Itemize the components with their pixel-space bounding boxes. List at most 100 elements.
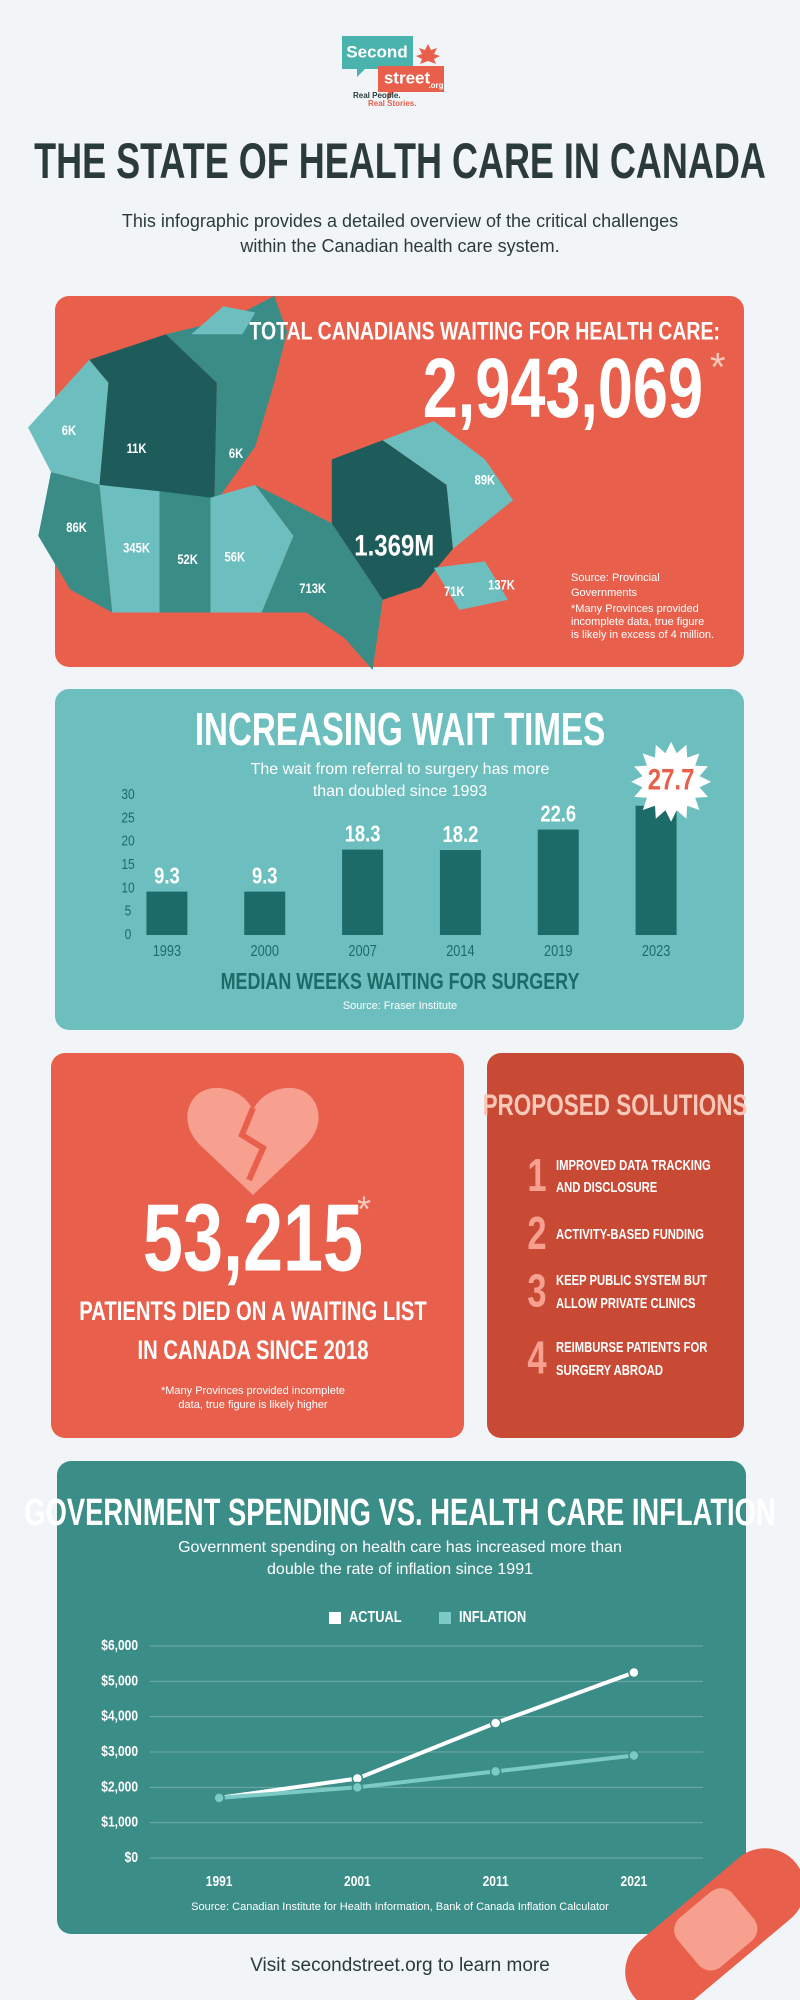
source-note: Governments [571, 587, 638, 599]
solution-text: ALLOW PRIVATE CLINICS [556, 1294, 696, 1311]
y-tick-label: 5 [125, 902, 132, 919]
bar [635, 805, 677, 935]
solution-text: SURGERY ABROAD [556, 1361, 663, 1378]
chart-subtitle: The wait from referral to surgery has mo… [251, 761, 550, 778]
solutions-heading: PROPOSED SOLUTIONS [483, 1088, 748, 1122]
deaths-count: 53,215 [143, 1183, 363, 1290]
x-tick-label: 1993 [153, 943, 181, 961]
map-region [38, 472, 113, 613]
logo-bubble [378, 66, 444, 99]
map-region [255, 484, 383, 670]
map-region [99, 484, 160, 613]
bandage-pad [674, 1888, 758, 1971]
bar [439, 850, 481, 935]
y-tick-label: $2,000 [101, 1778, 138, 1795]
map-region [28, 359, 109, 485]
map-region [159, 491, 211, 613]
map-label: 137K [488, 577, 515, 592]
map-region [433, 561, 508, 610]
chart-source: Source: Canadian Institute for Health In… [191, 1901, 609, 1913]
x-tick-label: 1991 [206, 1873, 233, 1890]
deaths-note: data, true figure is likely higher [178, 1399, 328, 1411]
solution-number: 4 [527, 1332, 547, 1384]
chart-subtitle: than doubled since 1993 [313, 783, 487, 800]
map-label: 345K [123, 540, 150, 555]
y-tick-label: $0 [125, 1849, 138, 1866]
x-tick-label: 2000 [251, 943, 279, 961]
value-label: 9.3 [252, 864, 278, 889]
wait-times-panel [55, 689, 744, 1030]
solution-text: KEEP PUBLIC SYSTEM BUT [556, 1271, 707, 1288]
chart-source: Source: Fraser Institute [343, 1000, 457, 1012]
x-tick-label: 2014 [446, 943, 474, 961]
waiting-heading: TOTAL CANADIANS WAITING FOR HEALTH CARE: [249, 317, 720, 345]
x-tick-label: 2007 [348, 943, 376, 961]
y-tick-label: 15 [121, 856, 134, 873]
bar [146, 891, 188, 935]
solution-text: REIMBURSE PATIENTS FOR [556, 1338, 708, 1355]
x-tick-label: 2023 [642, 943, 670, 961]
source-note: incomplete data, true figure [571, 616, 704, 628]
data-point [213, 1792, 225, 1804]
map-label: 713K [299, 581, 326, 596]
bar [537, 829, 579, 935]
value-label: 9.3 [154, 864, 180, 889]
map-label: 6K [229, 446, 244, 461]
map-region [191, 306, 256, 335]
solution-text: AND DISCLOSURE [556, 1178, 657, 1195]
page-subtitle: within the Canadian health care system. [239, 236, 559, 256]
logo-text: Second [346, 42, 407, 61]
map-region [331, 440, 453, 600]
data-point [628, 1666, 640, 1679]
map-label: 89K [475, 473, 496, 488]
y-tick-label: 20 [121, 832, 135, 849]
x-tick-label: 2019 [544, 943, 572, 961]
deaths-note: *Many Provinces provided incomplete [161, 1385, 345, 1397]
data-point [351, 1781, 364, 1794]
solutions-panel [487, 1053, 744, 1438]
legend-label: INFLATION [459, 1609, 526, 1627]
value-label: 27.7 [648, 762, 695, 796]
footnote-mark: * [357, 1189, 371, 1230]
x-tick-label: 2011 [483, 1873, 509, 1890]
waiting-total: 2,943,069 [423, 341, 703, 435]
page-subtitle: This infographic provides a detailed ove… [122, 211, 678, 231]
map-region [210, 484, 294, 613]
x-tick-label: 2001 [344, 1873, 371, 1890]
source-note: *Many Provinces provided [571, 603, 699, 615]
deaths-caption: PATIENTS DIED ON A WAITING LIST [79, 1296, 427, 1327]
y-tick-label: $4,000 [101, 1707, 138, 1724]
solution-number: 2 [527, 1207, 546, 1259]
deaths-caption: IN CANADA SINCE 2018 [137, 1335, 368, 1366]
map-label: 6K [62, 423, 77, 438]
bandage-icon [625, 1848, 800, 2000]
logo-tagline: Real Stories. [368, 99, 416, 108]
map-region [89, 334, 217, 504]
map-label: 52K [177, 552, 198, 567]
map-region [382, 421, 513, 549]
spending-panel [57, 1461, 746, 1934]
value-label: 18.3 [345, 822, 381, 847]
solution-number: 3 [527, 1265, 546, 1317]
y-tick-label: $3,000 [101, 1743, 138, 1760]
page-title: THE STATE OF HEALTH CARE IN CANADA [34, 135, 766, 190]
y-tick-label: $5,000 [101, 1672, 138, 1689]
source-note: is likely in excess of 4 million. [571, 629, 714, 641]
value-label: 22.6 [540, 802, 576, 827]
value-label: 18.2 [443, 822, 479, 847]
maple-leaf [416, 44, 440, 64]
bar [342, 849, 384, 935]
chart-subtitle: double the rate of inflation since 1991 [267, 1561, 533, 1578]
deaths-panel [51, 1053, 464, 1438]
bar [244, 891, 286, 935]
chart-subtitle: Government spending on health care has i… [178, 1539, 622, 1556]
chart-title: INCREASING WAIT TIMES [195, 705, 605, 755]
data-point [489, 1717, 502, 1729]
x-tick-label: 2021 [621, 1873, 648, 1890]
source-note: Source: Provincial [571, 572, 660, 584]
map-region [165, 296, 288, 504]
map-label: 11K [127, 441, 148, 456]
data-line [218, 1670, 635, 1800]
